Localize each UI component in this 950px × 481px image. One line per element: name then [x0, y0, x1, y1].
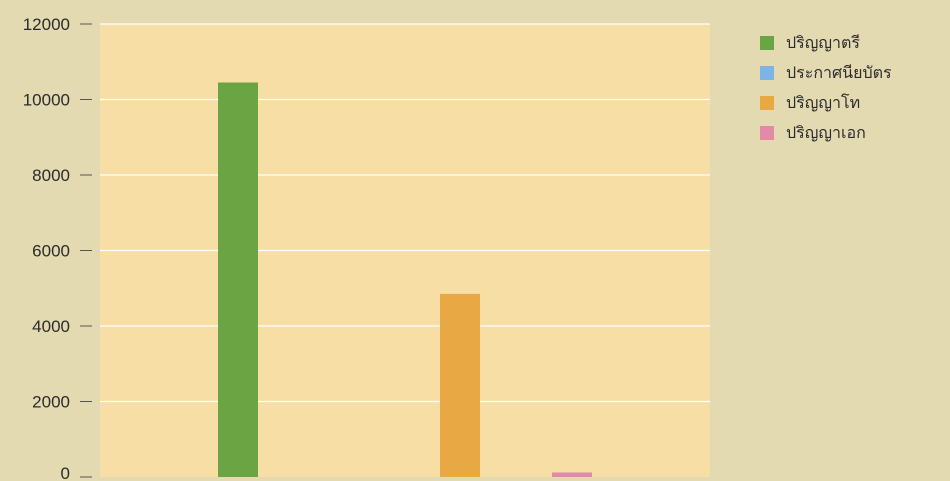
legend-label: ปริญญาโท: [786, 92, 861, 112]
y-axis: 0 2000 4000 6000 8000 10000 12000: [23, 15, 92, 481]
legend-item-bachelor: ปริญญาตรี: [760, 30, 950, 56]
legend-label: ปริญญาตรี: [786, 32, 860, 52]
legend-swatch: [760, 66, 774, 80]
legend-item-doctorate: ปริญญาเอก: [760, 120, 950, 146]
bar-2: [440, 293, 480, 477]
y-tick-label: 8000: [32, 166, 70, 185]
y-tick-label: 10000: [23, 91, 70, 110]
gridlines: [100, 23, 710, 403]
y-tick-label: 0: [61, 464, 70, 481]
legend-swatch: [760, 96, 774, 110]
y-tick-label: 12000: [23, 15, 70, 34]
bars: [218, 82, 592, 477]
y-tick-label: 4000: [32, 317, 70, 336]
legend-swatch: [760, 36, 774, 50]
y-tick-label: 2000: [32, 393, 70, 412]
y-tick-label: 6000: [32, 242, 70, 261]
bar-0: [218, 82, 258, 477]
legend-item-certificate: ประกาศนียบัตร: [760, 60, 950, 86]
bar-3: [552, 472, 592, 477]
legend-item-master: ปริญญาโท: [760, 90, 950, 116]
legend-label: ปริญญาเอก: [786, 122, 866, 142]
legend: ปริญญาตรี ประกาศนียบัตร ปริญญาโท ปริญญาเ…: [760, 30, 950, 150]
legend-label: ประกาศนียบัตร: [786, 62, 892, 82]
legend-swatch: [760, 126, 774, 140]
